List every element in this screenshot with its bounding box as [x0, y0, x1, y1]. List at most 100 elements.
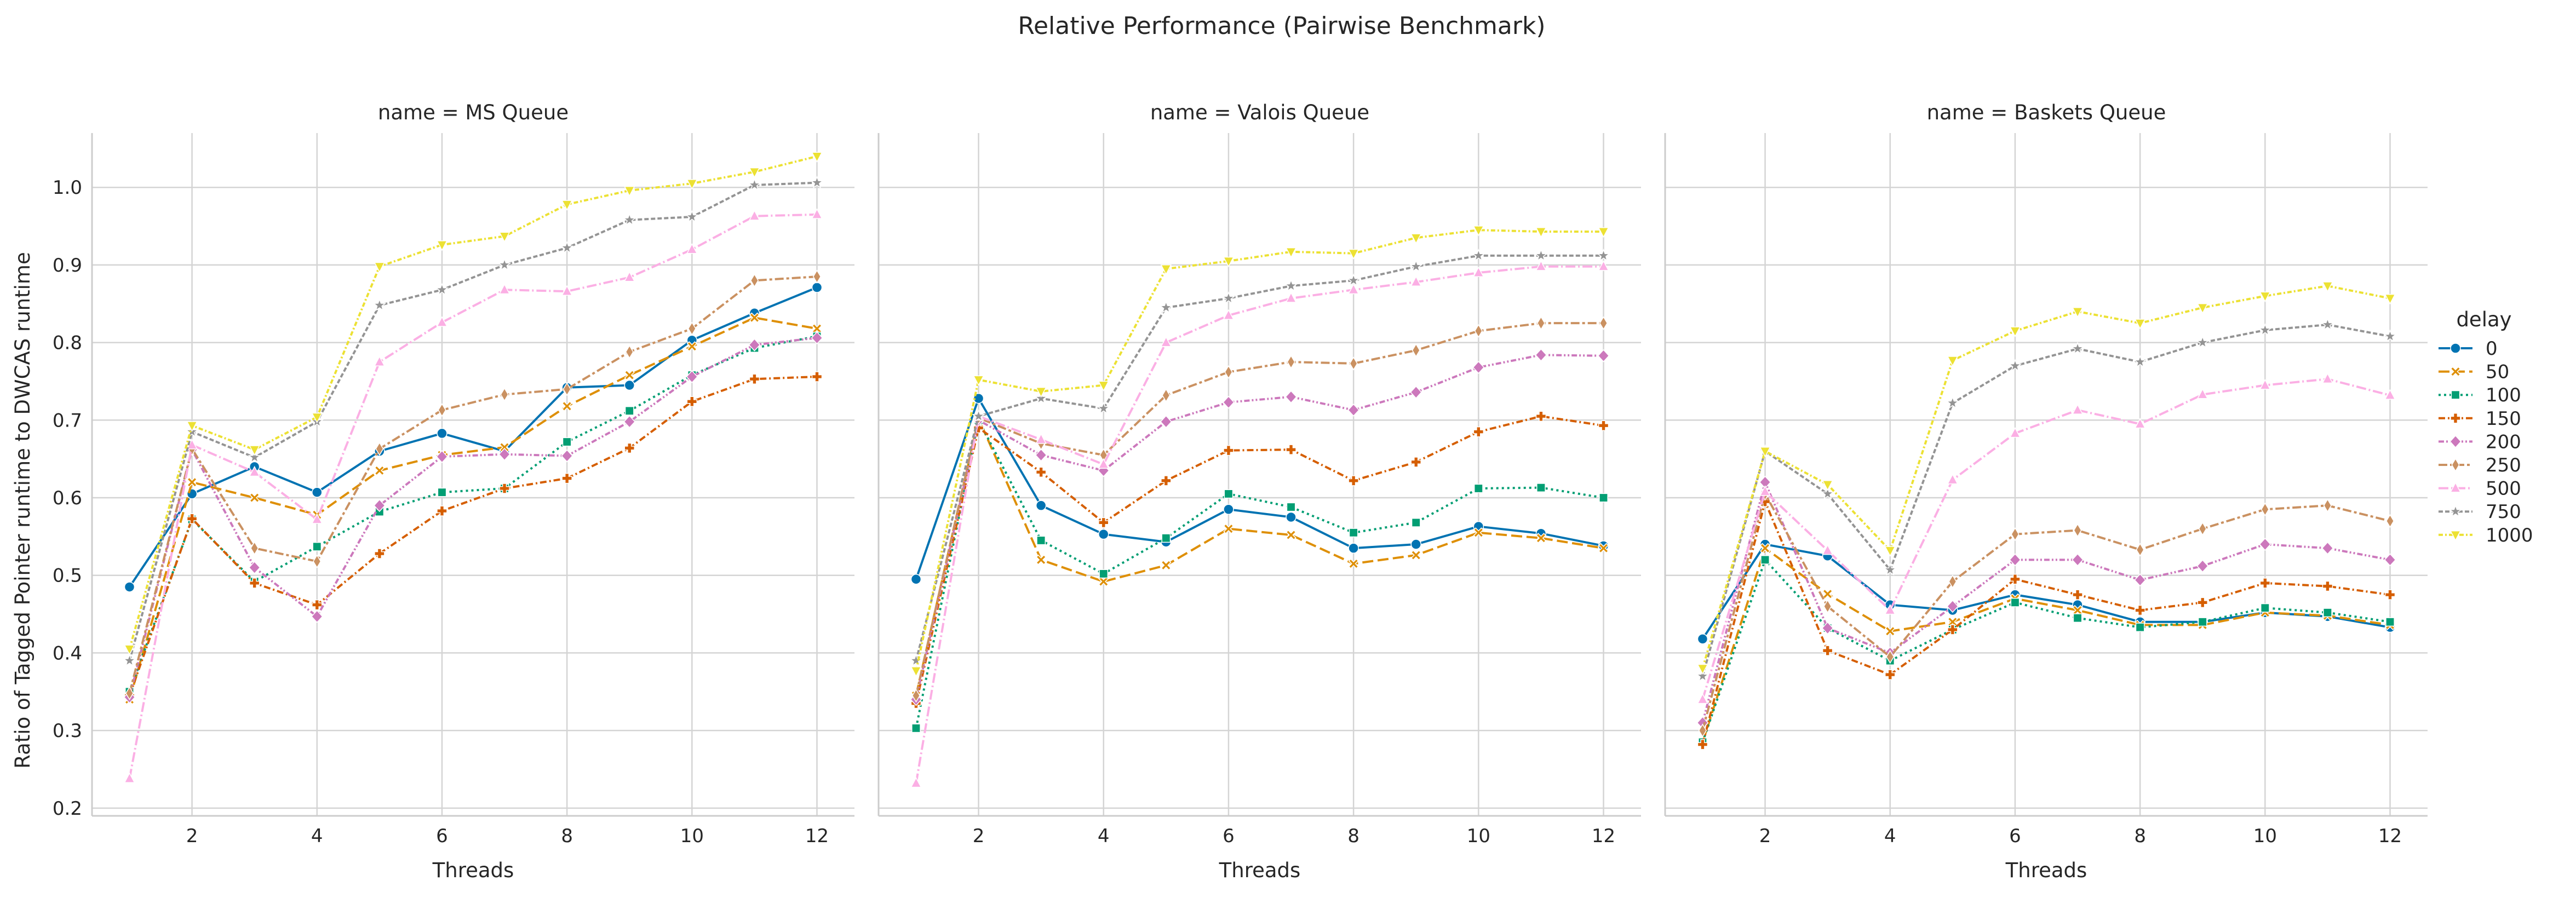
data-point-50 — [374, 465, 385, 476]
data-point-150 — [1286, 444, 1296, 455]
y-tick-label: 0.7 — [53, 410, 82, 431]
data-point-150 — [186, 513, 198, 525]
data-point-500 — [1598, 260, 1609, 271]
legend-marker — [2451, 390, 2460, 400]
data-point-750 — [1097, 401, 1111, 415]
data-point-150 — [1697, 739, 1708, 750]
data-point-250 — [2261, 502, 2269, 516]
series-750 — [1696, 318, 2397, 682]
data-point-200 — [498, 447, 510, 461]
data-point-150 — [1348, 475, 1359, 486]
data-point-150 — [1947, 624, 1958, 635]
data-point-0 — [910, 574, 922, 585]
data-point-250 — [687, 321, 696, 336]
data-point-250 — [2011, 527, 2020, 542]
data-point-250 — [2385, 514, 2395, 528]
data-point-750 — [1159, 300, 1173, 314]
series-0 — [124, 282, 823, 592]
data-point-500 — [624, 271, 635, 282]
data-point-1000 — [1884, 546, 1896, 557]
data-point-250 — [1886, 649, 1895, 664]
data-point-150 — [1098, 517, 1109, 528]
data-point-200 — [1410, 385, 1422, 399]
data-point-0 — [1697, 634, 1708, 644]
data-point-750 — [1696, 669, 1709, 682]
legend-marker — [2450, 366, 2461, 377]
series-line-250 — [1701, 492, 2391, 731]
data-point-500 — [811, 208, 823, 219]
data-point-750 — [497, 257, 512, 271]
data-point-250 — [1349, 356, 1358, 371]
series-line-100 — [128, 335, 817, 692]
series-line-200 — [915, 354, 1604, 700]
data-point-150 — [2384, 589, 2396, 600]
data-point-1000 — [124, 644, 135, 655]
series-200 — [1696, 475, 2396, 729]
panel-title: name = Valois Queue — [1150, 101, 1369, 124]
data-point-50 — [1223, 523, 1234, 534]
data-point-200 — [311, 609, 323, 623]
series-500 — [124, 208, 823, 783]
data-point-500 — [1410, 275, 1422, 287]
series-200 — [123, 331, 823, 704]
data-point-500 — [749, 210, 760, 221]
legend-marker — [2449, 482, 2462, 493]
series-line-150 — [915, 415, 1604, 704]
data-point-100 — [1411, 517, 1421, 527]
data-point-1000 — [2072, 307, 2084, 318]
data-point-100 — [2323, 608, 2332, 618]
data-point-0 — [437, 428, 447, 439]
data-point-150 — [2197, 597, 2208, 608]
x-tick-label: 10 — [680, 825, 704, 847]
data-point-100 — [2260, 603, 2270, 613]
series-line-150 — [1701, 500, 2390, 745]
data-point-500 — [561, 285, 573, 296]
data-point-500 — [1160, 336, 1172, 347]
data-point-100 — [624, 406, 634, 416]
data-point-150 — [499, 483, 510, 494]
series-line-50 — [128, 316, 817, 700]
data-point-250 — [375, 442, 384, 456]
data-point-200 — [686, 370, 698, 383]
data-point-250 — [250, 541, 259, 555]
data-point-100 — [2010, 597, 2020, 607]
data-point-150 — [1161, 475, 1172, 486]
series-line-500 — [1701, 378, 2391, 700]
panel-name-baskets-queue: 2 4 6 8 10 12 name = Baskets Queue Threads — [1664, 101, 2428, 882]
legend-label: 750 — [2486, 501, 2521, 523]
data-point-500 — [1223, 309, 1235, 320]
data-point-500 — [124, 772, 135, 783]
data-point-250 — [1823, 599, 1832, 614]
data-point-750 — [2008, 359, 2022, 372]
series-50 — [1697, 543, 2396, 747]
series-line-0 — [128, 286, 818, 588]
data-point-250 — [2323, 498, 2332, 513]
data-point-500 — [1035, 433, 1047, 444]
data-point-100 — [2198, 617, 2207, 627]
series-line-0 — [1701, 543, 2390, 640]
data-point-100 — [2135, 623, 2145, 632]
data-point-150 — [2072, 589, 2083, 600]
x-tick-label: 10 — [2253, 825, 2277, 847]
series-1000 — [124, 152, 823, 655]
data-point-500 — [498, 283, 510, 295]
data-point-150 — [437, 505, 447, 516]
data-point-150 — [1223, 445, 1234, 456]
data-point-0 — [1223, 504, 1234, 515]
data-point-1000 — [2259, 291, 2271, 303]
legend-marker — [2450, 413, 2461, 424]
data-point-750 — [909, 653, 923, 667]
x-tick-label: 2 — [186, 825, 198, 847]
data-point-750 — [1534, 248, 1548, 262]
series-line-100 — [1701, 559, 2390, 743]
x-tick-label: 4 — [311, 825, 323, 847]
legend-item-0: 0 — [2439, 338, 2498, 360]
data-point-100 — [1349, 528, 1358, 538]
data-point-250 — [1224, 365, 1233, 379]
data-point-1000 — [186, 421, 198, 432]
data-point-500 — [2322, 372, 2333, 384]
data-point-750 — [435, 283, 449, 296]
data-point-150 — [374, 548, 385, 559]
